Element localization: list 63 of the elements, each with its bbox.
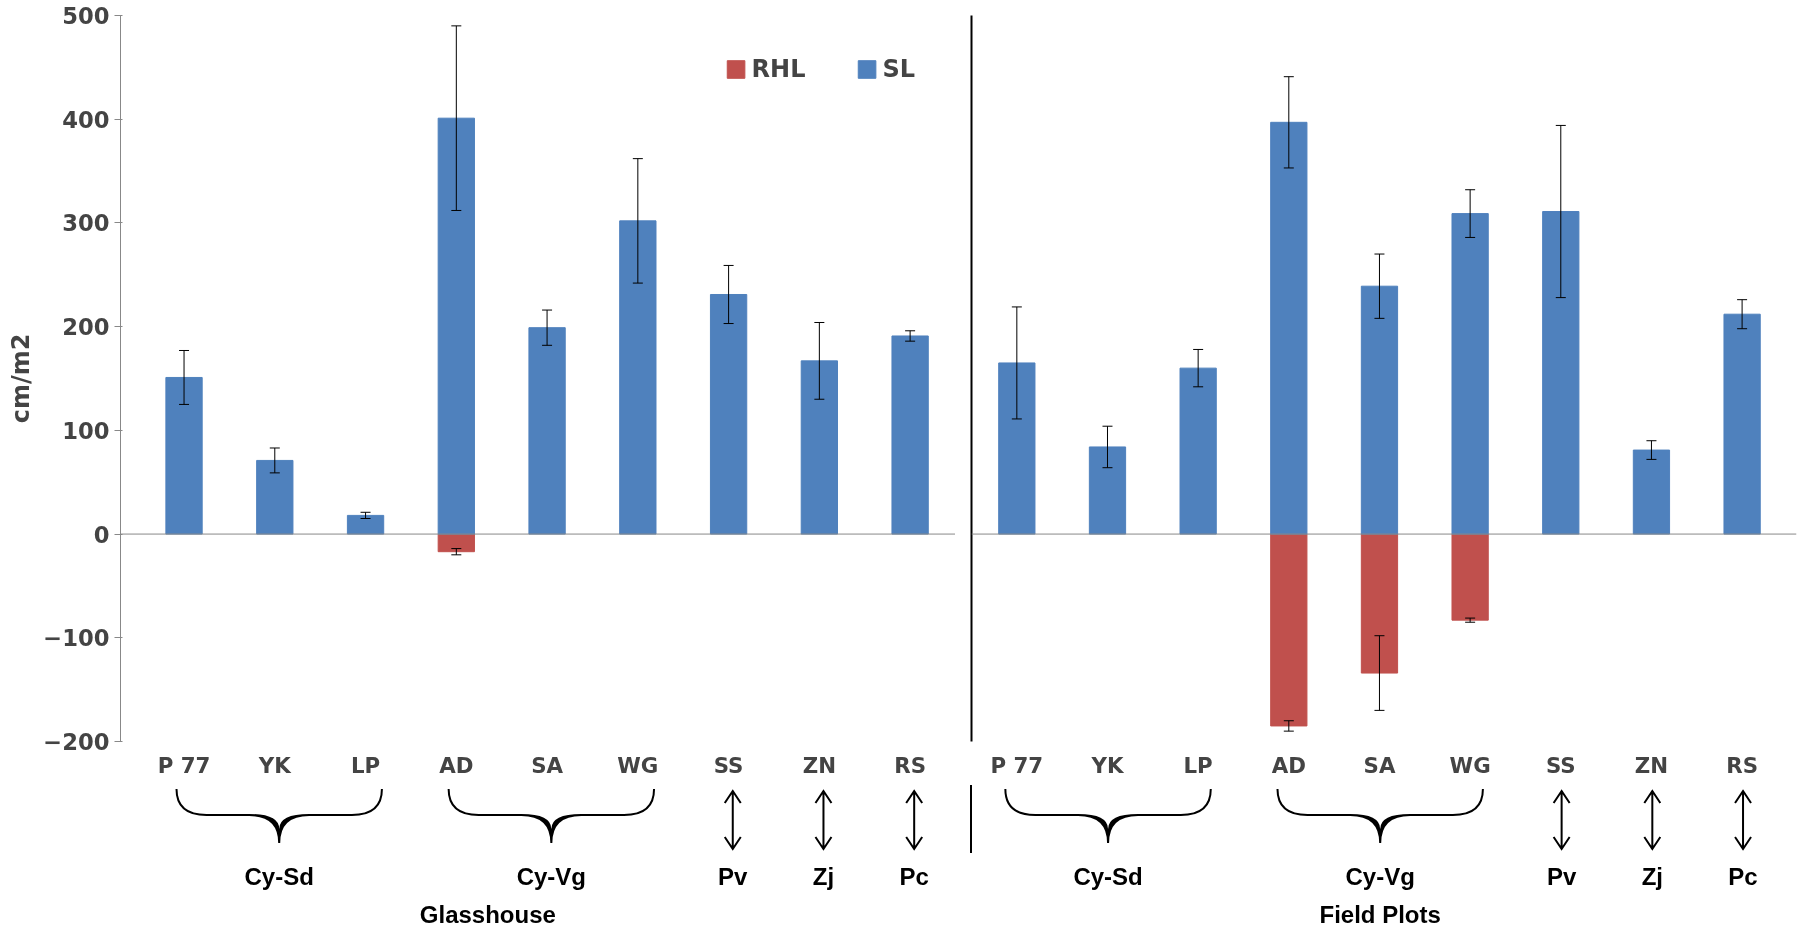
- x-tick-label: P 77: [157, 752, 211, 778]
- x-tick-label: P 77: [990, 752, 1044, 778]
- bar: [1270, 121, 1308, 535]
- y-tick-label: 200: [62, 314, 110, 341]
- x-tick-label: ZN: [1634, 752, 1669, 778]
- bar: [1088, 446, 1127, 535]
- bar: [346, 514, 385, 535]
- text: Field Plots: [1319, 901, 1441, 928]
- x-tick-label: SA: [1363, 752, 1396, 778]
- bar: [528, 327, 566, 535]
- text: Cy-Vg: [516, 863, 587, 890]
- y-tick-label: 300: [62, 210, 110, 237]
- x-tick-label: WG: [617, 752, 659, 778]
- x-tick-label: SS: [713, 752, 744, 778]
- x-tick-label: RS: [1726, 752, 1759, 778]
- bar: [165, 376, 203, 535]
- text: Zj: [1641, 863, 1663, 890]
- x-tick-label: LP: [1183, 752, 1213, 778]
- x-tick-label: SS: [1545, 752, 1576, 778]
- bar: [1632, 449, 1671, 535]
- x-tick-label: LP: [350, 752, 381, 778]
- x-tick-label: ZN: [802, 752, 837, 778]
- legend-label: SL: [882, 55, 915, 83]
- x-tick-label: YK: [257, 752, 293, 778]
- legend-label: RHL: [751, 55, 806, 83]
- y-tick-label: 400: [62, 106, 110, 133]
- x-tick-label: AD: [1271, 752, 1306, 778]
- bar: [998, 362, 1036, 535]
- bar: [619, 220, 657, 535]
- bar: [1270, 533, 1308, 727]
- bar: [1723, 313, 1761, 535]
- text: Cy-Sd: [244, 863, 314, 890]
- text: Pv: [718, 863, 749, 890]
- bar: [1360, 285, 1399, 535]
- y-axis-title: cm/m2: [7, 333, 36, 424]
- text: Cy-Sd: [1073, 863, 1143, 890]
- bar: [437, 117, 475, 535]
- y-tick-label: 0: [93, 521, 110, 548]
- bar: [437, 533, 475, 553]
- text: Cy-Vg: [1345, 863, 1415, 890]
- bar: [800, 360, 839, 535]
- x-tick-label: WG: [1449, 752, 1491, 778]
- bar: [1542, 211, 1580, 535]
- y-tick-label: 100: [62, 417, 110, 444]
- text: Pc: [1728, 863, 1758, 890]
- y-tick-label: −200: [43, 729, 110, 755]
- bar: [1179, 367, 1217, 535]
- text: Pc: [899, 863, 929, 890]
- y-tick-label: −100: [43, 625, 110, 652]
- x-tick-label: SA: [531, 752, 564, 778]
- bar: [891, 335, 929, 535]
- x-tick-label: AD: [439, 752, 474, 778]
- bar: [1451, 213, 1489, 535]
- bar: [256, 459, 294, 535]
- bar: [709, 293, 748, 535]
- y-tick-label: 500: [62, 3, 110, 29]
- text: Zj: [812, 863, 835, 890]
- text: Glasshouse: [419, 901, 556, 928]
- bar: [1451, 533, 1489, 621]
- x-tick-label: RS: [894, 752, 927, 778]
- text: Pv: [1546, 863, 1577, 890]
- x-tick-label: YK: [1090, 752, 1125, 778]
- bar: [1360, 533, 1399, 674]
